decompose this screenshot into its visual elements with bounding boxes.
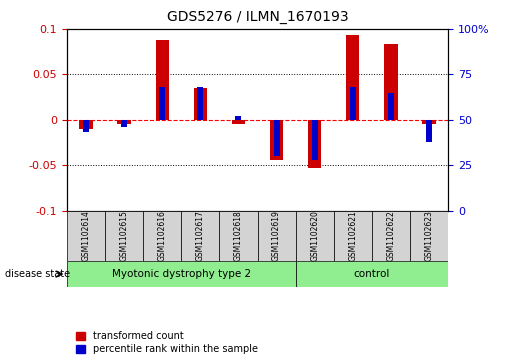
Bar [346, 36, 359, 120]
Text: control: control [354, 269, 390, 279]
Bar [197, 87, 203, 120]
Bar [270, 120, 283, 160]
Text: GSM1102622: GSM1102622 [386, 211, 396, 261]
Bar [159, 87, 165, 120]
Bar [422, 120, 436, 124]
Bar [273, 120, 280, 156]
Bar [312, 120, 318, 160]
Legend: transformed count, percentile rank within the sample: transformed count, percentile rank withi… [72, 327, 262, 358]
Text: GSM1102623: GSM1102623 [424, 211, 434, 261]
FancyBboxPatch shape [67, 261, 296, 287]
FancyBboxPatch shape [219, 211, 258, 261]
Bar [121, 120, 127, 127]
FancyBboxPatch shape [143, 211, 181, 261]
Text: GSM1102616: GSM1102616 [158, 211, 167, 261]
Text: GSM1102620: GSM1102620 [310, 211, 319, 261]
Bar [194, 88, 207, 120]
Text: GSM1102617: GSM1102617 [196, 211, 205, 261]
FancyBboxPatch shape [296, 211, 334, 261]
Text: Myotonic dystrophy type 2: Myotonic dystrophy type 2 [112, 269, 251, 279]
Bar [350, 87, 356, 120]
Text: GSM1102619: GSM1102619 [272, 211, 281, 261]
FancyBboxPatch shape [410, 211, 448, 261]
FancyBboxPatch shape [258, 211, 296, 261]
Bar [235, 116, 242, 120]
Bar [384, 45, 398, 120]
Bar [232, 120, 245, 124]
Bar [79, 120, 93, 129]
FancyBboxPatch shape [181, 211, 219, 261]
Text: GSM1102614: GSM1102614 [81, 211, 91, 261]
Bar [83, 120, 89, 132]
Text: GSM1102621: GSM1102621 [348, 211, 357, 261]
FancyBboxPatch shape [105, 211, 143, 261]
Bar [117, 120, 131, 124]
Text: disease state: disease state [5, 269, 70, 279]
Text: GSM1102615: GSM1102615 [119, 211, 129, 261]
Title: GDS5276 / ILMN_1670193: GDS5276 / ILMN_1670193 [167, 10, 348, 24]
Bar [388, 93, 394, 120]
FancyBboxPatch shape [372, 211, 410, 261]
Bar [426, 120, 432, 142]
FancyBboxPatch shape [334, 211, 372, 261]
FancyBboxPatch shape [296, 261, 448, 287]
FancyBboxPatch shape [67, 211, 105, 261]
Text: GSM1102618: GSM1102618 [234, 211, 243, 261]
Bar [156, 40, 169, 120]
Bar [308, 120, 321, 168]
